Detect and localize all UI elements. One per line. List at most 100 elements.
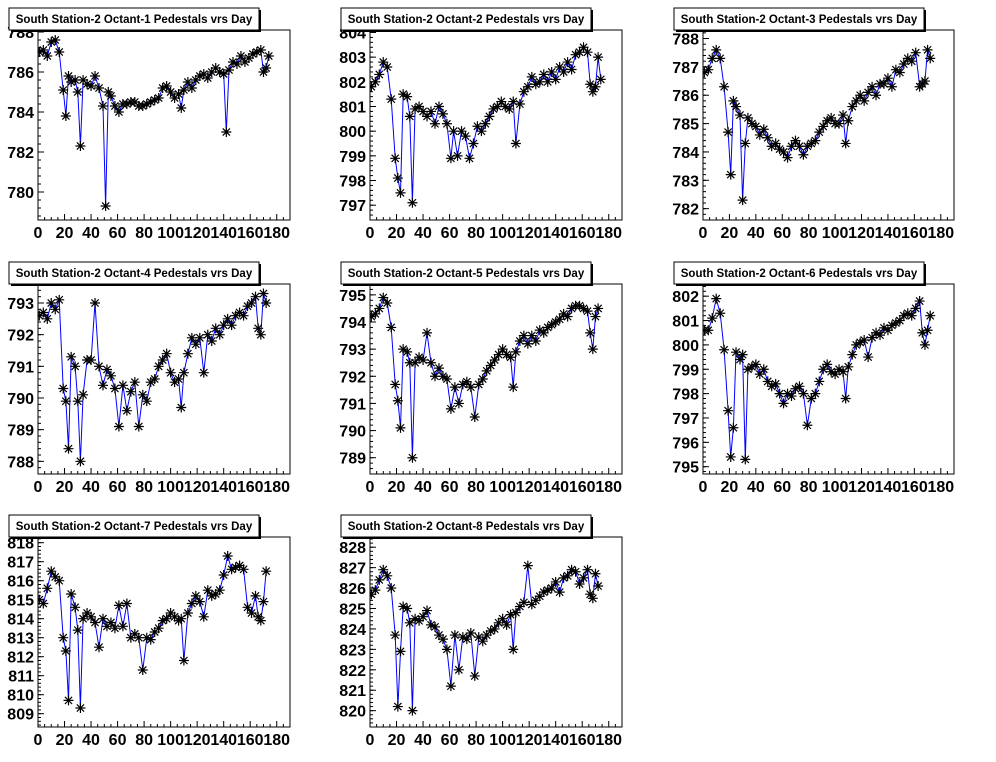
data-point-marker <box>445 681 456 692</box>
x-tick-label: 20 <box>56 225 74 242</box>
data-point-marker <box>70 75 81 85</box>
data-point-marker <box>484 111 495 122</box>
data-point-marker <box>794 381 805 392</box>
data-point-marker <box>906 310 917 321</box>
data-point-marker <box>500 101 511 112</box>
data-point-marker <box>165 367 176 378</box>
x-tick-label: 60 <box>773 225 791 242</box>
data-point-marker <box>566 64 577 75</box>
y-tick-label: 801 <box>339 99 366 116</box>
data-point-marker <box>878 78 889 89</box>
x-tick-label: 160 <box>569 732 596 749</box>
data-point-marker <box>526 599 537 610</box>
data-point-marker <box>407 705 418 716</box>
x-tick-label: 20 <box>388 225 406 242</box>
x-tick-label: 100 <box>157 732 184 749</box>
plot-area <box>38 288 272 467</box>
data-point-marker <box>890 64 901 75</box>
data-point-marker <box>58 85 69 95</box>
data-point-marker <box>830 369 841 380</box>
data-point-marker <box>402 91 413 102</box>
x-tick-label: 140 <box>875 225 902 242</box>
data-point-marker <box>814 376 825 387</box>
data-point-marker <box>790 383 801 394</box>
data-point-marker <box>176 402 187 413</box>
x-tick-label: 0 <box>366 479 375 496</box>
data-point-marker <box>54 575 65 586</box>
x-tick-label: 160 <box>901 479 928 496</box>
data-point-marker <box>550 317 561 327</box>
data-point-marker <box>902 308 913 319</box>
data-point-marker <box>922 325 933 336</box>
y-tick-label: 817 <box>7 555 34 572</box>
x-tick-label: 20 <box>721 225 739 242</box>
data-point-marker <box>418 355 429 365</box>
data-point-marker <box>514 601 525 612</box>
panel-octant-4: 0 20 40 60 80 100 120 140 160 180 788 789 790 791 792 7… <box>7 261 291 496</box>
y-tick-label: 815 <box>7 593 34 610</box>
plot-area <box>38 35 274 211</box>
data-point-marker <box>186 332 197 343</box>
data-point-marker <box>72 396 83 407</box>
x-tick-label: 80 <box>467 479 485 496</box>
data-point-marker <box>178 85 189 95</box>
data-point-marker <box>222 551 233 561</box>
data-point-marker <box>890 317 901 328</box>
panel-octant-7: 0 20 40 60 80 100 120 140 160 180 809 810 811 812 813 8… <box>7 514 291 749</box>
y-tick-label: 786 <box>7 65 34 82</box>
data-point-marker <box>590 311 601 322</box>
data-point-marker <box>218 570 229 580</box>
data-point-marker <box>133 632 144 643</box>
data-point-marker <box>246 608 257 618</box>
x-tick-label: 140 <box>542 225 569 242</box>
data-point-marker <box>723 127 734 138</box>
x-tick-label: 100 <box>157 225 184 242</box>
data-point-marker <box>585 79 596 90</box>
data-point-marker <box>774 388 785 399</box>
data-point-marker <box>414 101 425 112</box>
y-tick-label: 802 <box>672 289 699 306</box>
data-point-marker <box>452 150 463 161</box>
data-point-marker <box>802 420 813 431</box>
data-point-marker <box>582 564 593 575</box>
data-point-marker <box>261 63 272 73</box>
x-tick-label: 160 <box>237 479 264 496</box>
chart-title: South Station-2 Octant-5 Pedestals vrs D… <box>340 261 593 286</box>
data-point-marker <box>882 325 893 336</box>
data-point-marker <box>469 412 480 422</box>
y-tick-label: 788 <box>672 32 699 49</box>
x-tick-label: 40 <box>414 479 432 496</box>
y-tick-label: 825 <box>339 602 366 619</box>
data-point-marker <box>798 388 809 399</box>
data-point-marker <box>109 101 120 111</box>
data-point-marker <box>258 596 269 607</box>
data-point-marker <box>871 327 882 338</box>
data-point-marker <box>214 585 225 596</box>
data-point-marker <box>109 383 120 394</box>
data-point-marker <box>70 602 81 613</box>
data-point-marker <box>113 600 124 611</box>
data-point-marker <box>834 364 845 375</box>
data-point-marker <box>818 121 829 132</box>
data-point-marker <box>449 382 460 393</box>
data-point-marker <box>153 93 164 103</box>
chart-title: South Station-2 Octant-2 Pedestals vrs D… <box>340 7 593 32</box>
data-point-marker <box>782 388 793 399</box>
data-point-marker <box>750 121 761 132</box>
data-point-marker <box>851 339 862 350</box>
data-point-marker <box>101 621 112 632</box>
data-point-marker <box>161 613 172 624</box>
x-tick-label: 140 <box>210 732 237 749</box>
data-point-marker <box>398 601 409 612</box>
data-point-marker <box>508 96 519 107</box>
plot-area <box>370 560 604 716</box>
data-point-marker <box>60 646 71 656</box>
data-point-marker <box>75 703 86 713</box>
x-tick-label: 120 <box>516 479 543 496</box>
x-tick-label: 40 <box>414 225 432 242</box>
x-tick-label: 20 <box>721 479 739 496</box>
data-point-marker <box>103 87 114 97</box>
data-point-marker <box>790 135 801 146</box>
data-point-marker <box>86 355 97 365</box>
data-point-marker <box>202 73 213 83</box>
